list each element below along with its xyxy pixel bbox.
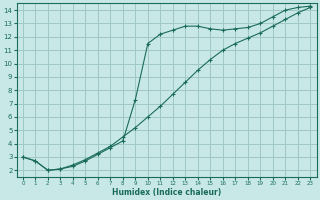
X-axis label: Humidex (Indice chaleur): Humidex (Indice chaleur) [112, 188, 221, 197]
